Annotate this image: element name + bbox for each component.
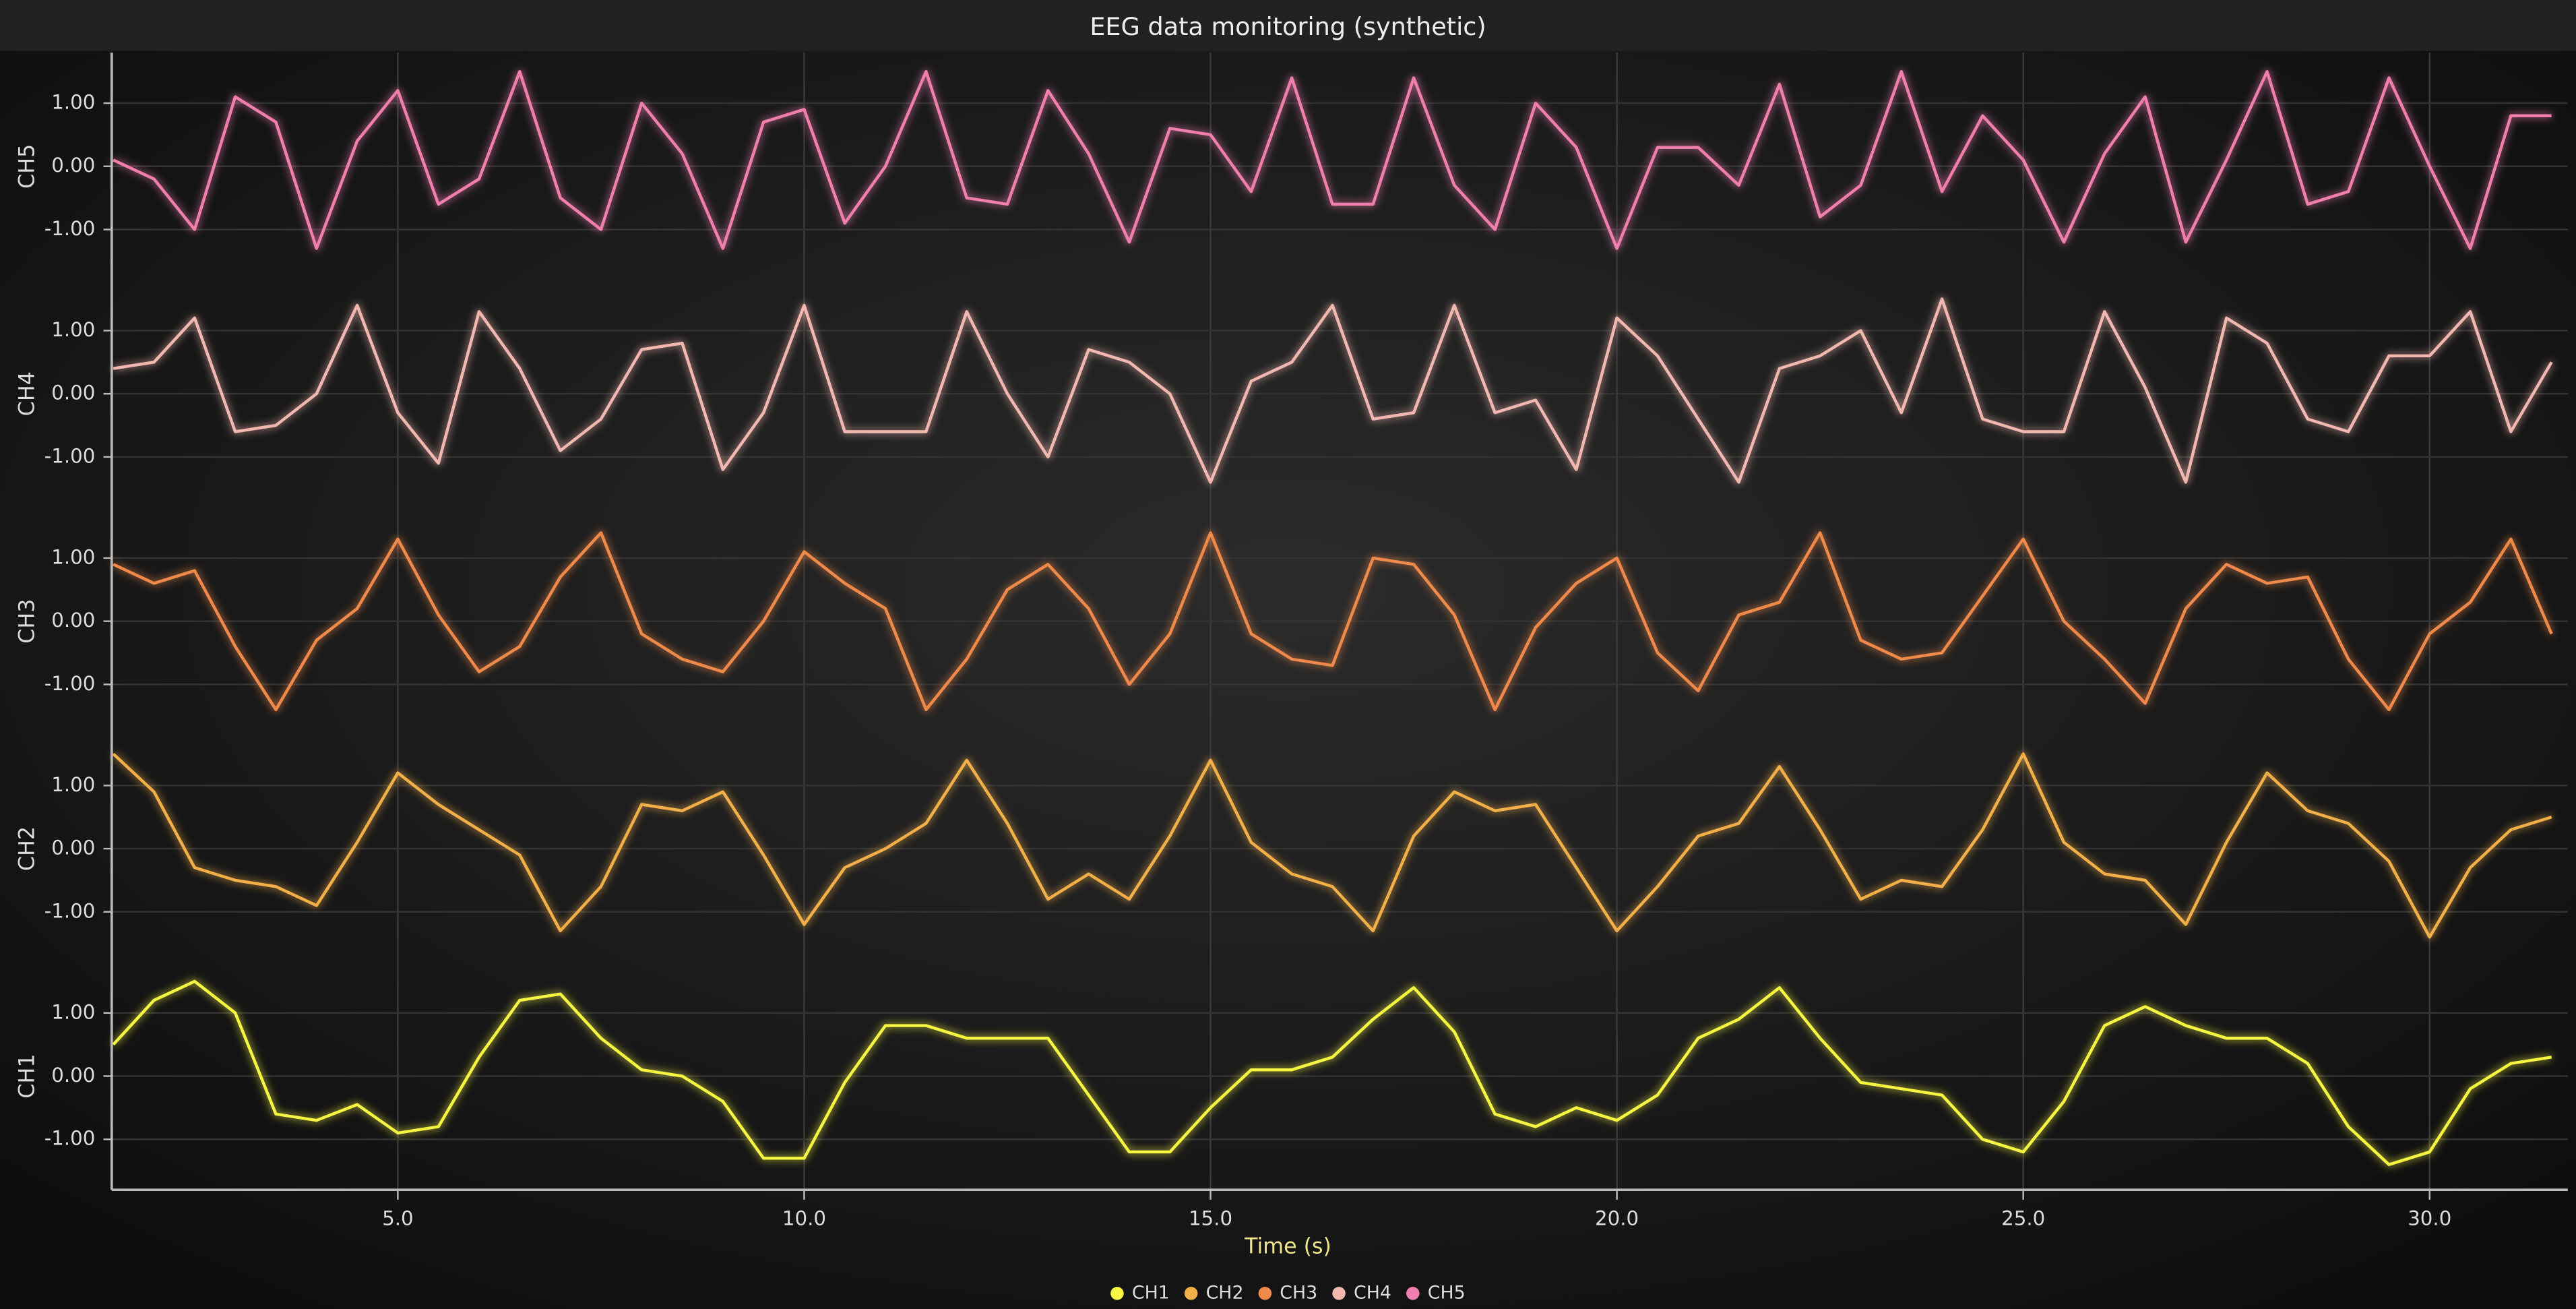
y-tick-label: 0.00 <box>51 1064 95 1087</box>
y-axis-label: CH2 <box>15 826 39 871</box>
y-tick-label: 0.00 <box>51 836 95 859</box>
x-tick-label: 25.0 <box>2001 1207 2045 1230</box>
series-line <box>113 69 2552 250</box>
y-tick-label: 0.00 <box>51 609 95 632</box>
title-bar <box>0 0 2576 51</box>
y-tick-label: -1.00 <box>44 672 96 695</box>
legend-marker <box>1406 1287 1420 1300</box>
chart-title: EEG data monitoring (synthetic) <box>1090 12 1486 41</box>
y-tick-label: 1.00 <box>51 318 95 341</box>
series-line <box>112 979 2552 1166</box>
y-axis-label: CH5 <box>15 144 39 189</box>
legend-label: CH3 <box>1280 1282 1317 1303</box>
y-tick-label: -1.00 <box>44 444 96 467</box>
y-tick-label: 1.00 <box>51 91 95 114</box>
legend-marker <box>1110 1287 1124 1300</box>
y-tick-label: 1.00 <box>51 545 95 568</box>
y-axis-label: CH3 <box>15 599 39 644</box>
legend-label: CH5 <box>1428 1282 1466 1303</box>
y-tick-label: 1.00 <box>51 1000 95 1023</box>
y-tick-label: -1.00 <box>44 1127 96 1150</box>
x-tick-label: 20.0 <box>1595 1207 1639 1230</box>
x-tick-label: 10.0 <box>782 1207 826 1230</box>
x-tick-label: 15.0 <box>1189 1207 1232 1230</box>
y-tick-label: 0.00 <box>51 382 95 404</box>
x-tick-label: 30.0 <box>2408 1207 2451 1230</box>
series-line <box>113 531 2553 712</box>
y-tick-label: -1.00 <box>44 217 96 240</box>
legend-marker <box>1258 1287 1272 1300</box>
x-axis-label: Time (s) <box>1244 1235 1331 1259</box>
y-tick-label: 0.00 <box>51 154 95 177</box>
y-tick-label: -1.00 <box>44 899 96 922</box>
y-axis-label: CH1 <box>15 1054 39 1098</box>
y-tick-label: 1.00 <box>51 773 95 796</box>
series-line <box>113 297 2553 484</box>
legend-label: CH1 <box>1132 1282 1170 1303</box>
legend-label: CH4 <box>1354 1282 1391 1303</box>
y-axis-label: CH4 <box>15 371 39 416</box>
legend-label: CH2 <box>1206 1282 1244 1303</box>
legend-marker <box>1184 1287 1198 1300</box>
x-tick-label: 5.0 <box>382 1207 414 1230</box>
series-line <box>112 752 2552 939</box>
legend-marker <box>1332 1287 1346 1300</box>
